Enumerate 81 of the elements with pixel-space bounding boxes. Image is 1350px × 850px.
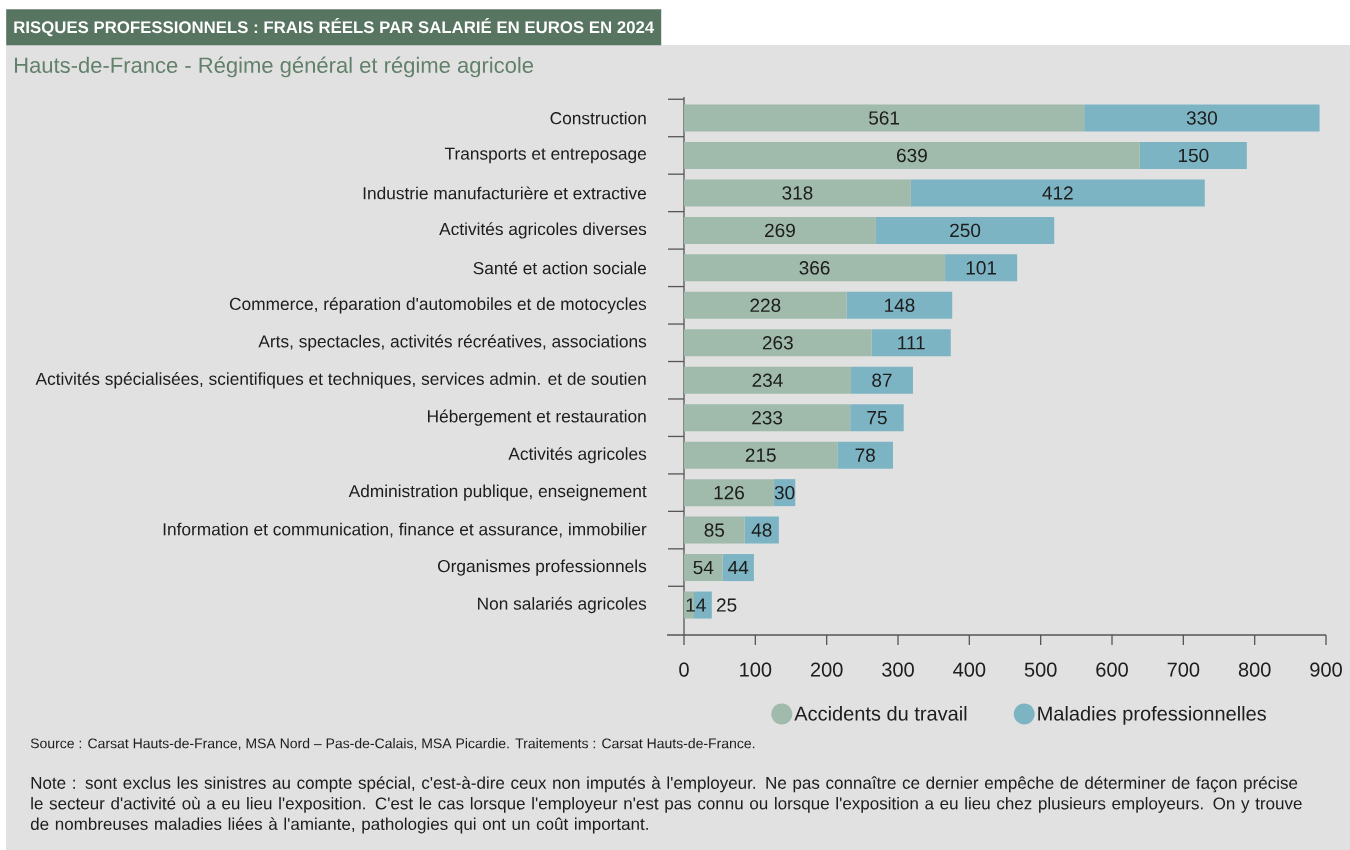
y-tick-label: Hébergement et restauration bbox=[428, 409, 646, 426]
y-tick-label: Non salariés agricoles bbox=[478, 596, 647, 614]
data-label: 14 bbox=[686, 598, 706, 612]
text: Hauts-de-France - Régime général et régime agricole bbox=[15, 56, 534, 78]
y-tick-label: Santé et action sociale bbox=[473, 261, 646, 275]
data-label: 215 bbox=[745, 448, 776, 462]
x-tick-label: 200 bbox=[810, 662, 843, 677]
y-tick-label: Industrie manufacturière et extractive bbox=[363, 186, 646, 200]
data-label: 148 bbox=[885, 298, 915, 313]
y-tick-label: Organismes professionnels bbox=[437, 559, 647, 576]
bar bbox=[850, 404, 904, 432]
data-label: 25 bbox=[716, 598, 737, 612]
data-label: 101 bbox=[966, 261, 997, 275]
data-label: 263 bbox=[762, 336, 793, 350]
bar bbox=[846, 291, 953, 319]
y-tick-label: Activités agricoles bbox=[508, 447, 647, 464]
x-tick-label: 100 bbox=[740, 662, 772, 677]
data-label: 228 bbox=[750, 298, 781, 313]
data-label: 561 bbox=[869, 111, 900, 125]
legend-label: Maladies professionnelles bbox=[1038, 705, 1267, 725]
bar bbox=[684, 516, 745, 544]
y-tick-label: Transports et entreposage bbox=[444, 147, 646, 164]
data-label: 233 bbox=[752, 410, 783, 425]
data-label: 150 bbox=[1178, 148, 1209, 163]
data-label: 318 bbox=[782, 186, 813, 200]
data-label: 234 bbox=[752, 373, 783, 387]
bar bbox=[850, 366, 913, 394]
bar bbox=[684, 216, 876, 244]
data-label: 412 bbox=[1042, 186, 1073, 200]
data-label: 30 bbox=[774, 485, 795, 500]
data-label: 87 bbox=[872, 373, 892, 387]
bar bbox=[684, 404, 851, 432]
x-tick-label: 600 bbox=[1096, 662, 1128, 677]
x-tick-label: 700 bbox=[1167, 662, 1200, 677]
x-tick-label: 800 bbox=[1238, 662, 1271, 677]
data-label: 126 bbox=[714, 485, 744, 500]
data-label: 639 bbox=[897, 148, 927, 163]
bar bbox=[684, 329, 872, 357]
bar bbox=[684, 254, 946, 282]
legend-label: Accidents du travail bbox=[794, 705, 967, 721]
bar bbox=[871, 329, 951, 357]
data-label: 111 bbox=[898, 336, 925, 350]
text: RISQUES PROFESSIONNELS : FRAIS RÉELS PAR SALARIÉ EN EUROS EN 2024 bbox=[14, 18, 655, 37]
text: Note : sont exclus les sinistres au compte spécial, c'est-à-dire ceux non imputés à l'employeur. Ne pas connaître ce dernier empêche de déterminer de façon précise le secteur d'activité où a eu lieu l'exposition. C'est le cas lorsque l'employeur n'est pas connu ou lorsque l'exposition a eu lieu chez plusieurs employeurs. On y trouve de nombreuses maladies liées à l'amiante, pathologies qui ont un coût important. bbox=[30, 776, 1302, 834]
data-label: 250 bbox=[950, 223, 981, 238]
data-label: 366 bbox=[799, 261, 830, 275]
source-note: Source : Carsat Hauts-de-France, MSA Nord – Pas-de-Calais, MSA Picardie. Traitements : Carsat Hauts-de-France. bbox=[30, 738, 755, 750]
x-tick-label: 400 bbox=[953, 662, 986, 677]
y-tick-label: Commerce, réparation d'automobiles et de motocycles bbox=[229, 297, 647, 314]
bar bbox=[684, 479, 774, 507]
bar bbox=[684, 554, 723, 582]
bar bbox=[684, 291, 847, 319]
data-label: 85 bbox=[704, 523, 725, 537]
bar bbox=[684, 366, 851, 394]
x-tick-label: 500 bbox=[1024, 662, 1057, 677]
y-tick-label: Administration publique, enseignement bbox=[348, 484, 647, 501]
y-tick-label: Activités spécialisées, scientifiques et techniques, services admin. et de soutien bbox=[35, 372, 646, 389]
bar bbox=[684, 141, 1140, 169]
y-tick-label: Arts, spectacles, activités récréatives, associations bbox=[258, 334, 647, 351]
bar bbox=[1084, 104, 1320, 132]
bar bbox=[684, 441, 838, 469]
x-tick-label: 300 bbox=[882, 662, 914, 677]
x-tick-label: 900 bbox=[1310, 662, 1342, 677]
data-label: 269 bbox=[765, 223, 795, 238]
y-tick-label: Information et communication, finance et assurance, immobilier bbox=[163, 522, 647, 538]
data-label: 48 bbox=[751, 523, 772, 537]
bar bbox=[945, 254, 1018, 282]
bar bbox=[684, 104, 1085, 132]
y-tick-label: Construction bbox=[550, 111, 646, 125]
x-tick-label: 0 bbox=[679, 662, 689, 677]
bar bbox=[837, 441, 894, 469]
bar bbox=[684, 179, 911, 207]
y-tick-label: Activités agricoles diverses bbox=[439, 222, 647, 239]
bar bbox=[910, 179, 1205, 207]
data-label: 54 bbox=[693, 560, 714, 575]
data-label: 78 bbox=[855, 448, 875, 462]
bar bbox=[875, 216, 1055, 244]
data-label: 75 bbox=[867, 411, 887, 425]
data-label: 44 bbox=[728, 561, 749, 575]
bar bbox=[1139, 141, 1247, 169]
data-label: 330 bbox=[1186, 111, 1217, 125]
